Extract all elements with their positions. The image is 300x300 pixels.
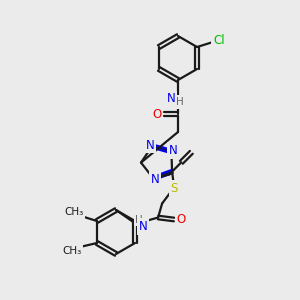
Text: N: N (167, 92, 176, 106)
Text: H: H (135, 214, 143, 224)
Text: O: O (152, 107, 162, 121)
Text: CH₃: CH₃ (64, 207, 84, 217)
Text: N: N (146, 139, 154, 152)
Text: N: N (151, 173, 160, 186)
Text: N: N (169, 144, 178, 157)
Text: S: S (170, 182, 178, 195)
Text: CH₃: CH₃ (62, 246, 82, 256)
Text: Cl: Cl (213, 34, 225, 47)
Text: O: O (176, 213, 186, 226)
Text: N: N (139, 220, 148, 233)
Text: H: H (176, 97, 184, 107)
